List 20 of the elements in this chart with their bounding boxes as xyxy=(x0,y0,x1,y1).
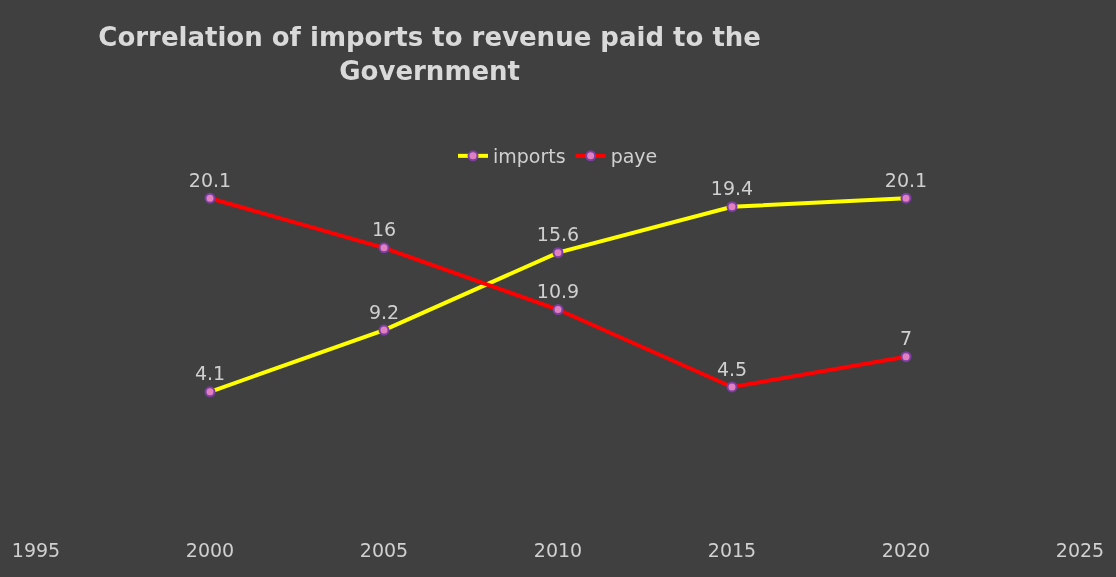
data-label: 4.1 xyxy=(194,362,226,385)
x-tick-label: 2025 xyxy=(1055,539,1105,561)
legend-label: imports xyxy=(493,145,566,168)
x-tick-label: 2015 xyxy=(707,539,757,561)
x-tick-label: 1995 xyxy=(11,539,61,561)
x-tick-label: 2000 xyxy=(185,539,235,561)
legend-label: paye xyxy=(610,145,658,168)
data-label: 7 xyxy=(899,327,913,350)
data-label: 9.2 xyxy=(368,300,400,323)
data-label: 16 xyxy=(371,218,397,241)
data-label: 20.1 xyxy=(188,168,232,191)
data-label: 10.9 xyxy=(536,280,580,303)
data-label: 20.1 xyxy=(884,168,928,191)
data-label: 15.6 xyxy=(536,223,580,246)
x-tick-label: 2010 xyxy=(533,539,583,561)
chart-title: Correlation of imports to revenue paid to the Government xyxy=(98,22,761,86)
data-label: 4.5 xyxy=(716,357,748,380)
data-label: 19.4 xyxy=(710,177,754,200)
x-tick-label: 2005 xyxy=(359,539,409,561)
x-tick-label: 2020 xyxy=(881,539,931,561)
